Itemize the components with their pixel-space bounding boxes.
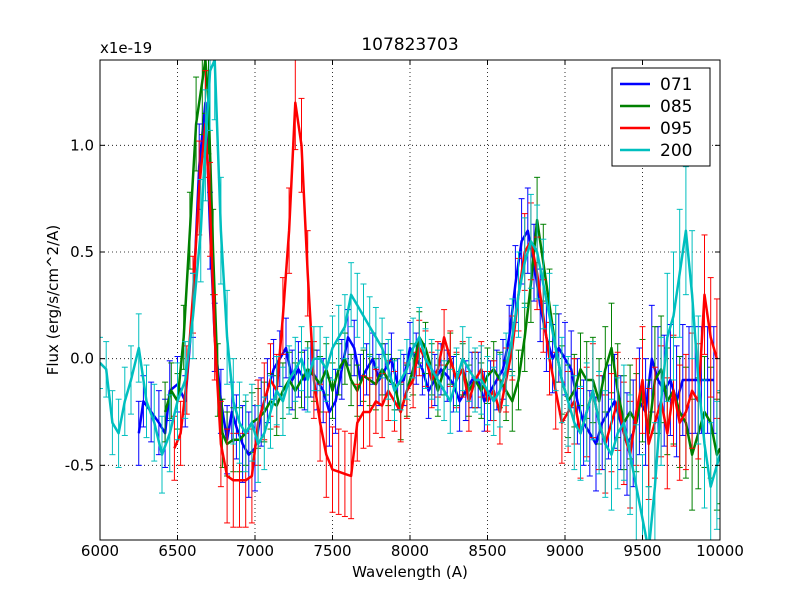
y-offset-label: x1e-19 xyxy=(100,39,152,57)
legend-label-071: 071 xyxy=(660,75,692,95)
x-tick-label: 6500 xyxy=(158,542,196,560)
x-tick-label: 7500 xyxy=(313,542,351,560)
y-tick-label: -0.5 xyxy=(65,456,94,474)
x-tick-label: 9000 xyxy=(546,542,584,560)
data-area xyxy=(100,60,720,540)
y-tick-label: 0.5 xyxy=(70,243,94,261)
x-tick-label: 9500 xyxy=(623,542,661,560)
x-tick-label: 8000 xyxy=(391,542,429,560)
y-tick-label: 0.0 xyxy=(70,350,94,368)
x-tick-label: 6000 xyxy=(81,542,119,560)
x-tick-label: 7000 xyxy=(236,542,274,560)
series-line-095 xyxy=(173,101,719,482)
y-axis-label: Flux (erg/s/cm^2/A) xyxy=(44,225,62,376)
legend-label-095: 095 xyxy=(660,119,692,139)
x-tick-label: 10000 xyxy=(696,542,744,560)
x-tick-label: 8500 xyxy=(468,542,506,560)
legend-label-200: 200 xyxy=(660,141,692,161)
series-200 xyxy=(100,60,720,540)
x-axis-label: Wavelength (A) xyxy=(352,563,468,581)
legend-label-085: 085 xyxy=(660,97,692,117)
chart-title: 107823703 xyxy=(361,35,458,55)
y-tick-label: 1.0 xyxy=(70,136,94,154)
series-line-200 xyxy=(100,60,720,540)
axis-ticks: 6000 6500 7000 7500 8000 8500 9000 9500 10000 -0.… xyxy=(65,60,744,560)
